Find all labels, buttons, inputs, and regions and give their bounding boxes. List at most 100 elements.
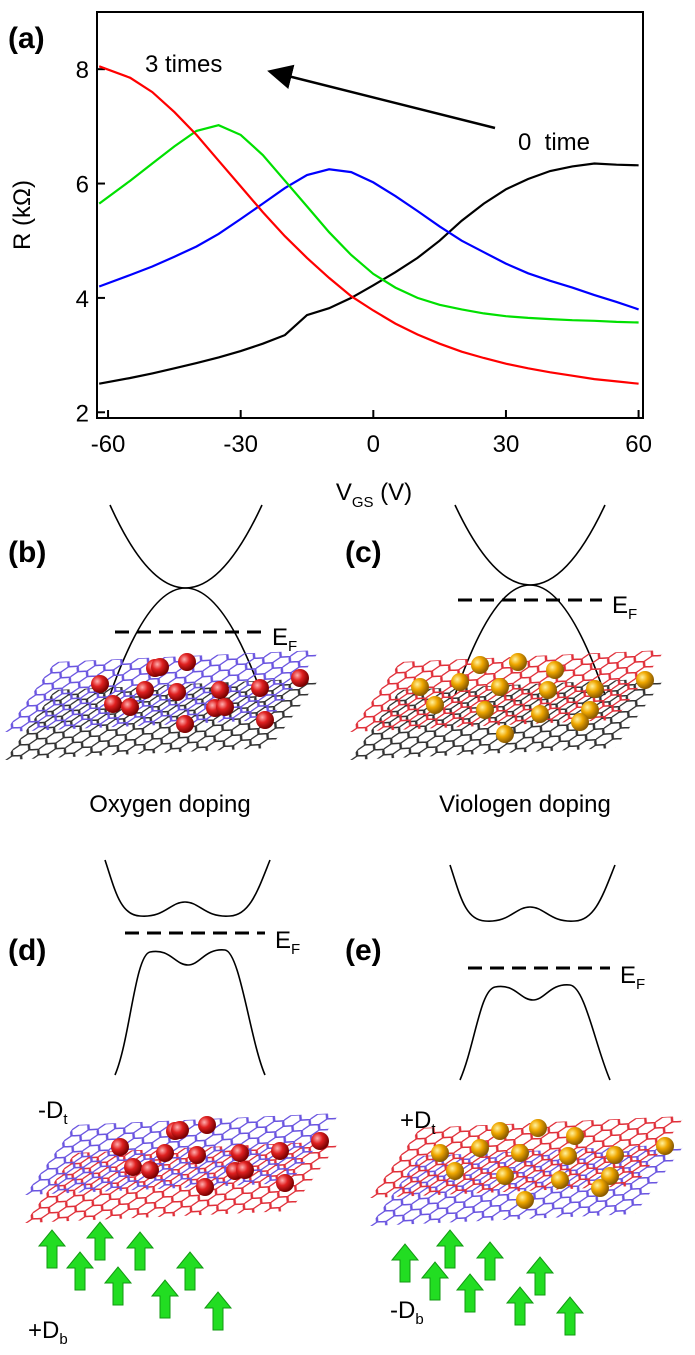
dopant <box>546 661 564 679</box>
dopant <box>446 1162 464 1180</box>
dopant <box>156 1144 174 1162</box>
band <box>110 505 262 588</box>
data-line <box>99 164 638 384</box>
panel-label: (a) <box>8 22 45 55</box>
x-tick-label: 60 <box>625 431 652 458</box>
dopant <box>136 681 154 699</box>
field-arrow <box>205 1292 231 1330</box>
annotation: 3 times <box>145 51 222 78</box>
field-arrow <box>557 1297 583 1335</box>
field-arrow <box>127 1232 153 1270</box>
annotation: 0 time <box>518 129 590 156</box>
caption: Oxygen doping <box>89 791 250 818</box>
dopant <box>231 1144 249 1162</box>
panel-label: (c) <box>345 536 382 569</box>
dopant <box>271 1142 289 1160</box>
dopant <box>571 713 589 731</box>
dopant <box>529 1119 547 1137</box>
field-arrow <box>422 1262 448 1300</box>
dopant <box>476 701 494 719</box>
dopant <box>168 683 186 701</box>
dopant <box>551 1171 569 1189</box>
x-tick-label: 30 <box>493 431 520 458</box>
field-arrow <box>457 1274 483 1312</box>
dopant <box>591 1179 609 1197</box>
plot: 2 4 6 8 -60 -30 0 30 60 <box>76 12 652 458</box>
dopant <box>236 1161 254 1179</box>
band <box>455 505 605 585</box>
dopant <box>104 695 122 713</box>
dopant <box>176 715 194 733</box>
x-axis-label: VGS (V) <box>336 479 412 511</box>
dopant <box>451 673 469 691</box>
fermi-label: EF <box>620 962 645 993</box>
dopant <box>291 669 309 687</box>
field-arrow <box>152 1280 178 1318</box>
dopant <box>196 1178 214 1196</box>
graphene <box>370 1116 685 1335</box>
y-axis-label: R (kΩ) <box>9 180 36 250</box>
figure: (a) 2 4 6 8 -60 -30 0 30 60 R (kΩ) VGS (V) 3 tim… <box>0 0 695 1355</box>
field-label: +Db <box>28 1317 68 1348</box>
fermi-label: EF <box>272 624 297 655</box>
field-arrow <box>392 1244 418 1282</box>
band <box>450 865 615 921</box>
dopant <box>151 658 169 676</box>
dopant <box>471 1139 489 1157</box>
field-arrow <box>437 1230 463 1268</box>
dopant <box>426 696 444 714</box>
dopant <box>311 1132 329 1150</box>
y-tick-label: 6 <box>76 172 89 199</box>
dopant <box>606 1146 624 1164</box>
band <box>115 950 265 1075</box>
field-arrow <box>527 1257 553 1295</box>
dopant <box>216 698 234 716</box>
dopant <box>516 1191 534 1209</box>
dopant <box>636 671 654 689</box>
dopant <box>111 1138 129 1156</box>
panel-label: (e) <box>345 934 382 967</box>
x-tick-label: -60 <box>91 431 126 458</box>
dopant <box>491 678 509 696</box>
field-arrow <box>177 1252 203 1290</box>
dopant <box>566 1127 584 1145</box>
band <box>105 860 270 916</box>
dopant <box>586 680 604 698</box>
y-tick-label: 8 <box>76 57 89 84</box>
field-arrow <box>39 1230 65 1268</box>
x-tick-label: -30 <box>223 431 258 458</box>
x-tick-label: 0 <box>367 431 380 458</box>
field-arrow <box>477 1242 503 1280</box>
field-label: +Dt <box>400 1107 436 1138</box>
dopant <box>531 705 549 723</box>
dopant <box>411 678 429 696</box>
panel-label: (b) <box>8 536 46 569</box>
dopant <box>198 1116 216 1134</box>
dopant <box>251 679 269 697</box>
dopant <box>471 656 489 674</box>
dopant <box>178 653 196 671</box>
field-arrow <box>507 1287 533 1325</box>
field-arrow <box>87 1222 113 1260</box>
panel-label: (d) <box>8 934 46 967</box>
dopant <box>496 725 514 743</box>
y-tick-label: 2 <box>76 400 89 427</box>
dopant <box>511 1144 529 1162</box>
field-label: -Db <box>390 1297 424 1328</box>
fermi-label: EF <box>275 927 300 958</box>
dopant <box>124 1158 142 1176</box>
data-line <box>99 66 638 383</box>
field-label: -Dt <box>38 1097 68 1128</box>
dopant <box>188 1146 206 1164</box>
dopant <box>91 675 109 693</box>
y-tick-label: 4 <box>76 286 89 313</box>
arrow <box>272 72 495 128</box>
field-arrow <box>67 1252 93 1290</box>
dopant <box>141 1161 159 1179</box>
dopant <box>256 711 274 729</box>
dopant <box>171 1121 189 1139</box>
dopant <box>656 1137 674 1155</box>
graphene <box>25 1113 340 1330</box>
dopant <box>121 698 139 716</box>
dopant <box>491 1122 509 1140</box>
